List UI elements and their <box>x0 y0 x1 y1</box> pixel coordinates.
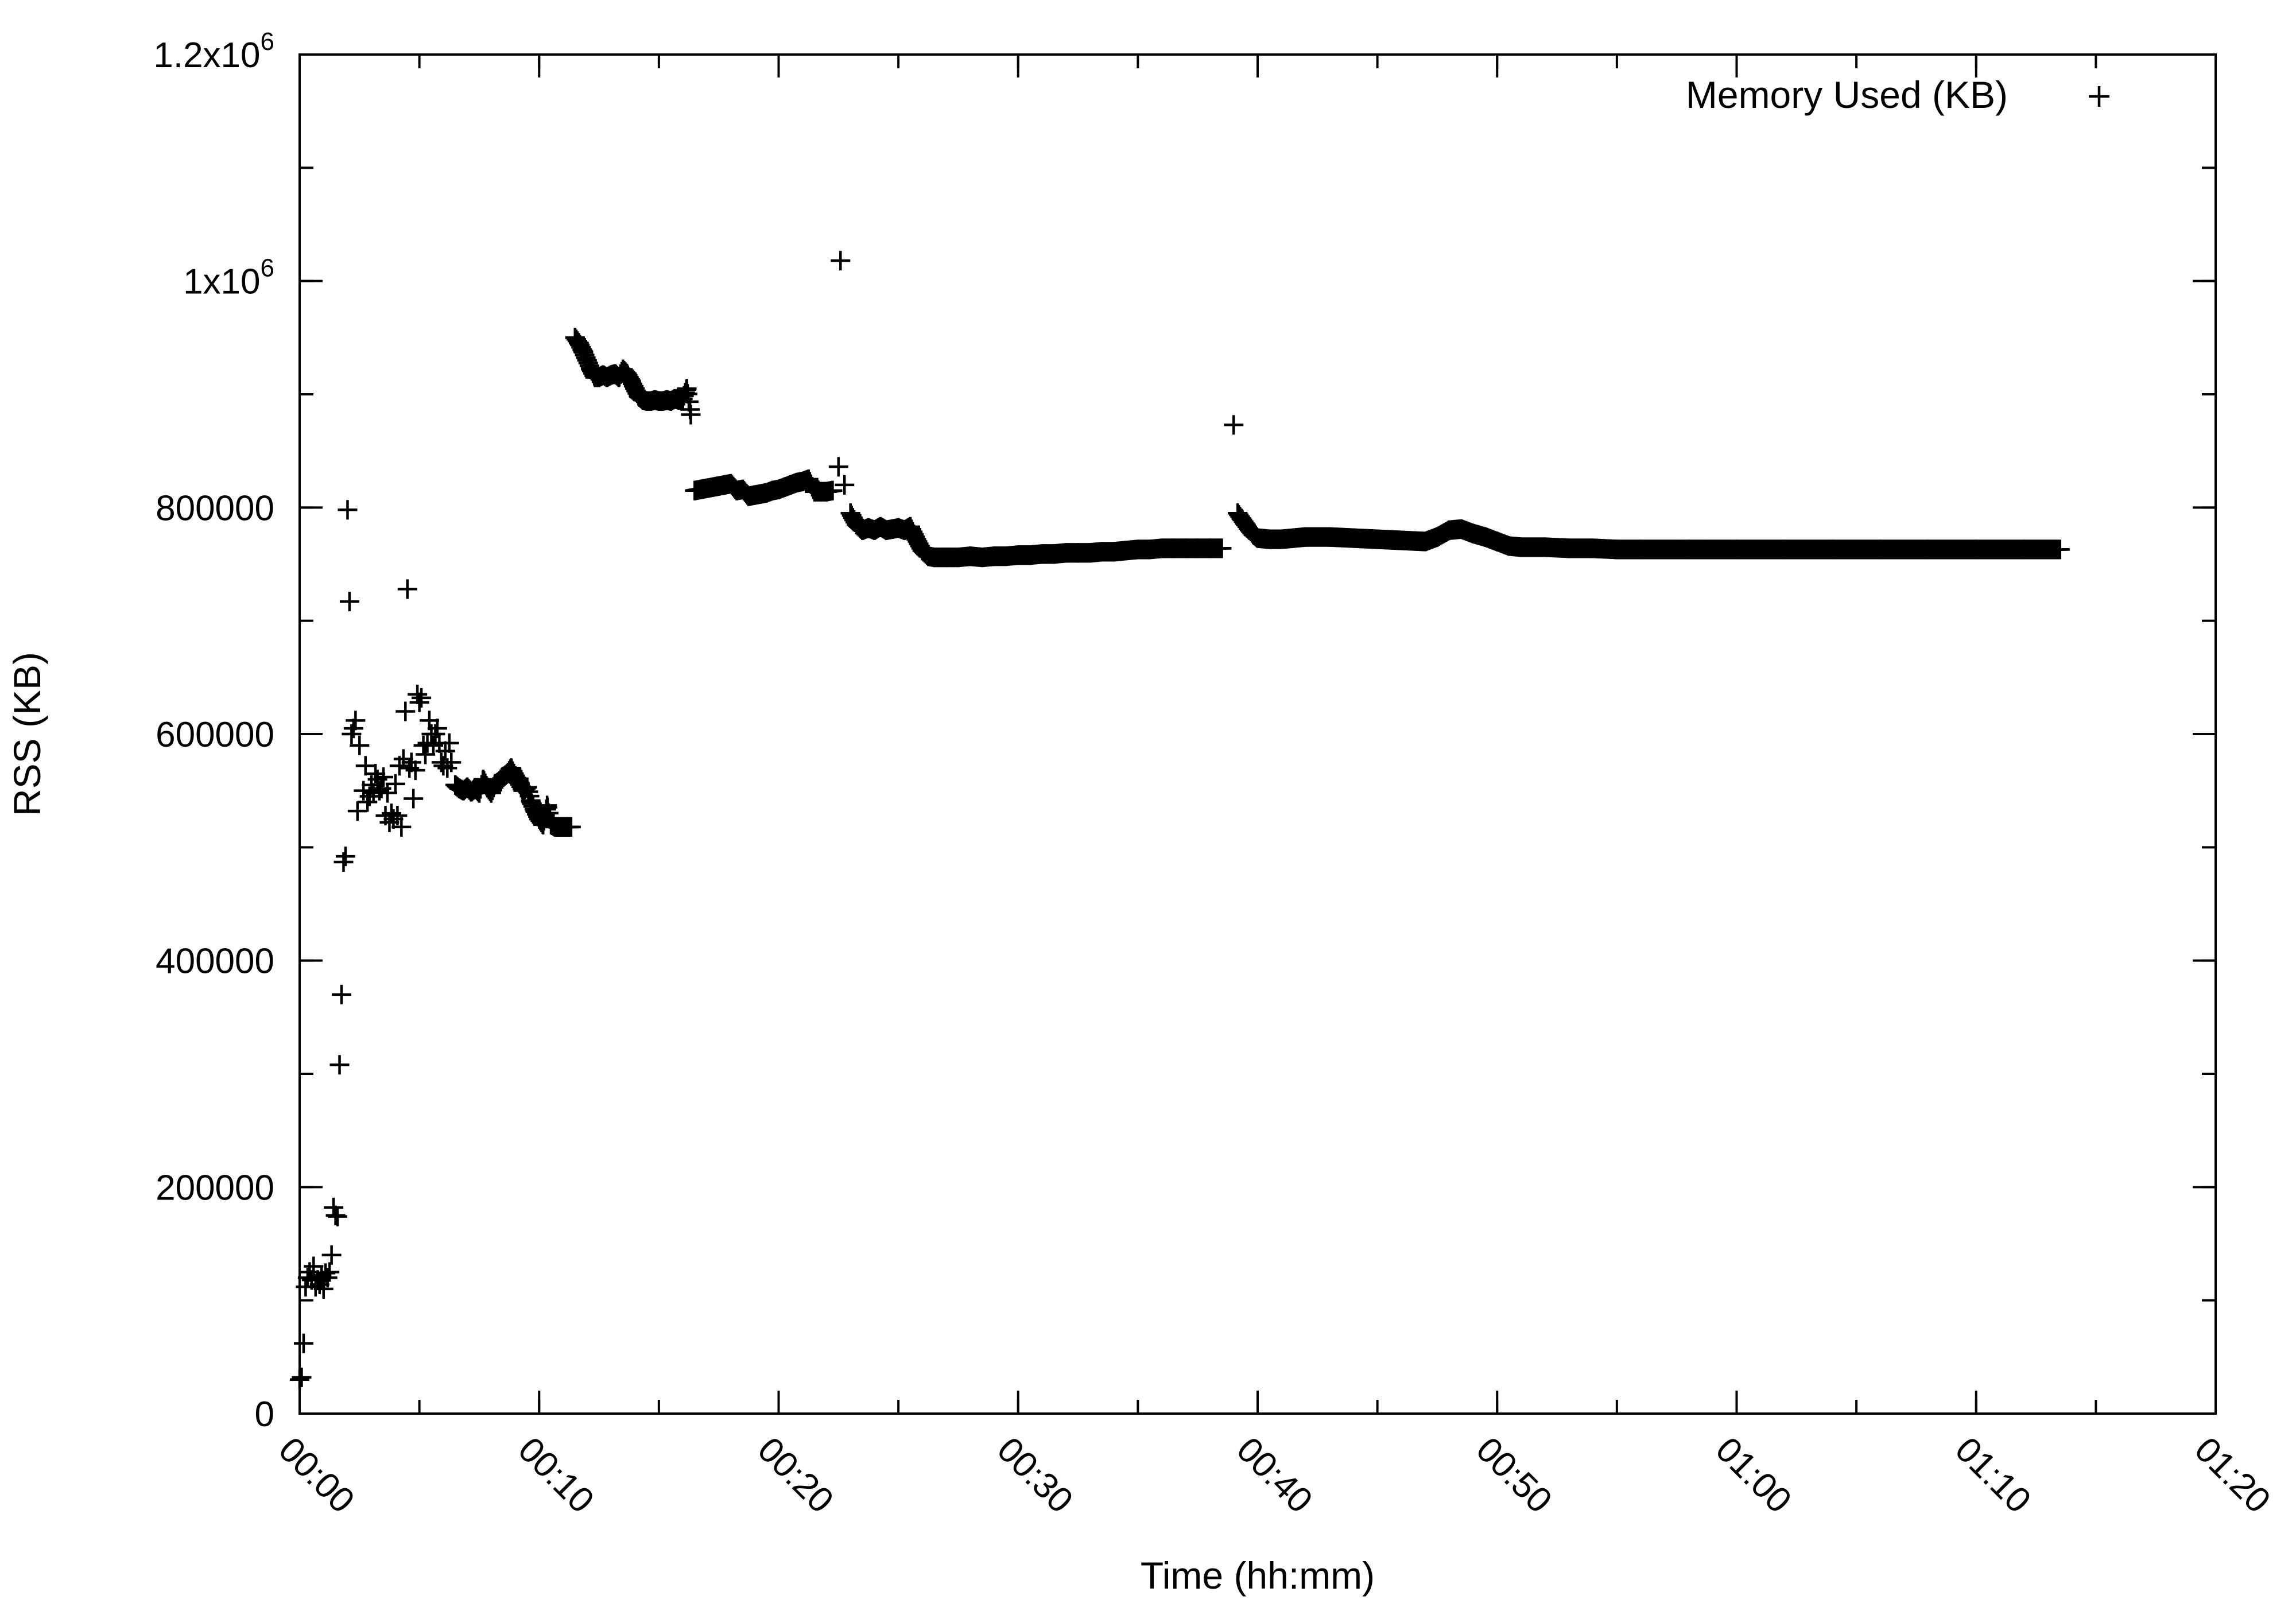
data-point <box>383 809 404 829</box>
data-point <box>343 719 363 739</box>
data-point <box>335 847 355 867</box>
data-point <box>292 1367 312 1387</box>
y-tick-label: 1.2x106 <box>153 28 274 75</box>
data-point <box>397 579 417 599</box>
x-axis-label: Time (hh:mm) <box>1141 1554 1375 1597</box>
y-tick-label: 400000 <box>156 942 274 981</box>
data-point <box>404 789 424 809</box>
data-point <box>433 756 453 776</box>
data-point <box>370 781 390 801</box>
data-point <box>416 744 436 764</box>
data-point <box>374 767 394 787</box>
data-point <box>320 1262 340 1282</box>
data-point <box>412 688 432 708</box>
data-point <box>560 817 580 837</box>
y-tick-label: 600000 <box>156 715 274 755</box>
legend-label: Memory Used (KB) <box>1686 73 2008 116</box>
data-point <box>441 752 461 773</box>
data-point <box>395 701 416 721</box>
y-tick-label: 1x106 <box>183 254 274 302</box>
data-point <box>321 1245 342 1265</box>
data-point <box>823 480 843 500</box>
data-point <box>304 1256 324 1276</box>
data-point <box>328 1206 348 1226</box>
data-point <box>1224 415 1244 435</box>
data-point <box>329 1055 350 1075</box>
data-point <box>831 251 851 271</box>
data-point <box>377 783 397 803</box>
data-point <box>2049 539 2069 560</box>
data-point <box>339 592 359 612</box>
y-tick-label: 800000 <box>156 488 274 528</box>
data-point <box>338 500 358 520</box>
data-point <box>408 684 428 704</box>
y-axis-ticks: 0 200000 400000 600000 800000 1x106 1.2x106 <box>153 28 2216 1434</box>
data-point <box>420 711 440 731</box>
data-point <box>350 735 370 755</box>
data-point <box>427 719 447 739</box>
data-point <box>835 475 855 495</box>
data-point <box>680 399 700 420</box>
data-point <box>401 752 421 773</box>
data-point <box>439 733 459 753</box>
legend: Memory Used (KB) <box>1686 73 2109 116</box>
data-point <box>359 786 379 806</box>
data-point <box>828 457 848 477</box>
data-point <box>324 1197 344 1217</box>
data-point <box>391 817 412 837</box>
data-point <box>346 711 366 731</box>
y-tick-label: 0 <box>255 1395 274 1434</box>
legend-marker-icon <box>2089 86 2109 107</box>
data-point <box>332 984 352 1004</box>
data-point <box>1212 538 1232 558</box>
y-tick-label: 200000 <box>156 1168 274 1208</box>
data-point <box>347 801 367 821</box>
data-point <box>385 774 405 794</box>
data-point <box>409 692 429 712</box>
data-point <box>387 806 408 826</box>
data-point <box>405 760 425 781</box>
data-point <box>293 1333 313 1353</box>
y-axis-label: RSS (KB) <box>6 652 48 816</box>
data-marks <box>290 251 2070 1389</box>
data-point <box>313 1279 333 1299</box>
data-point <box>355 756 375 776</box>
data-point <box>435 741 455 761</box>
